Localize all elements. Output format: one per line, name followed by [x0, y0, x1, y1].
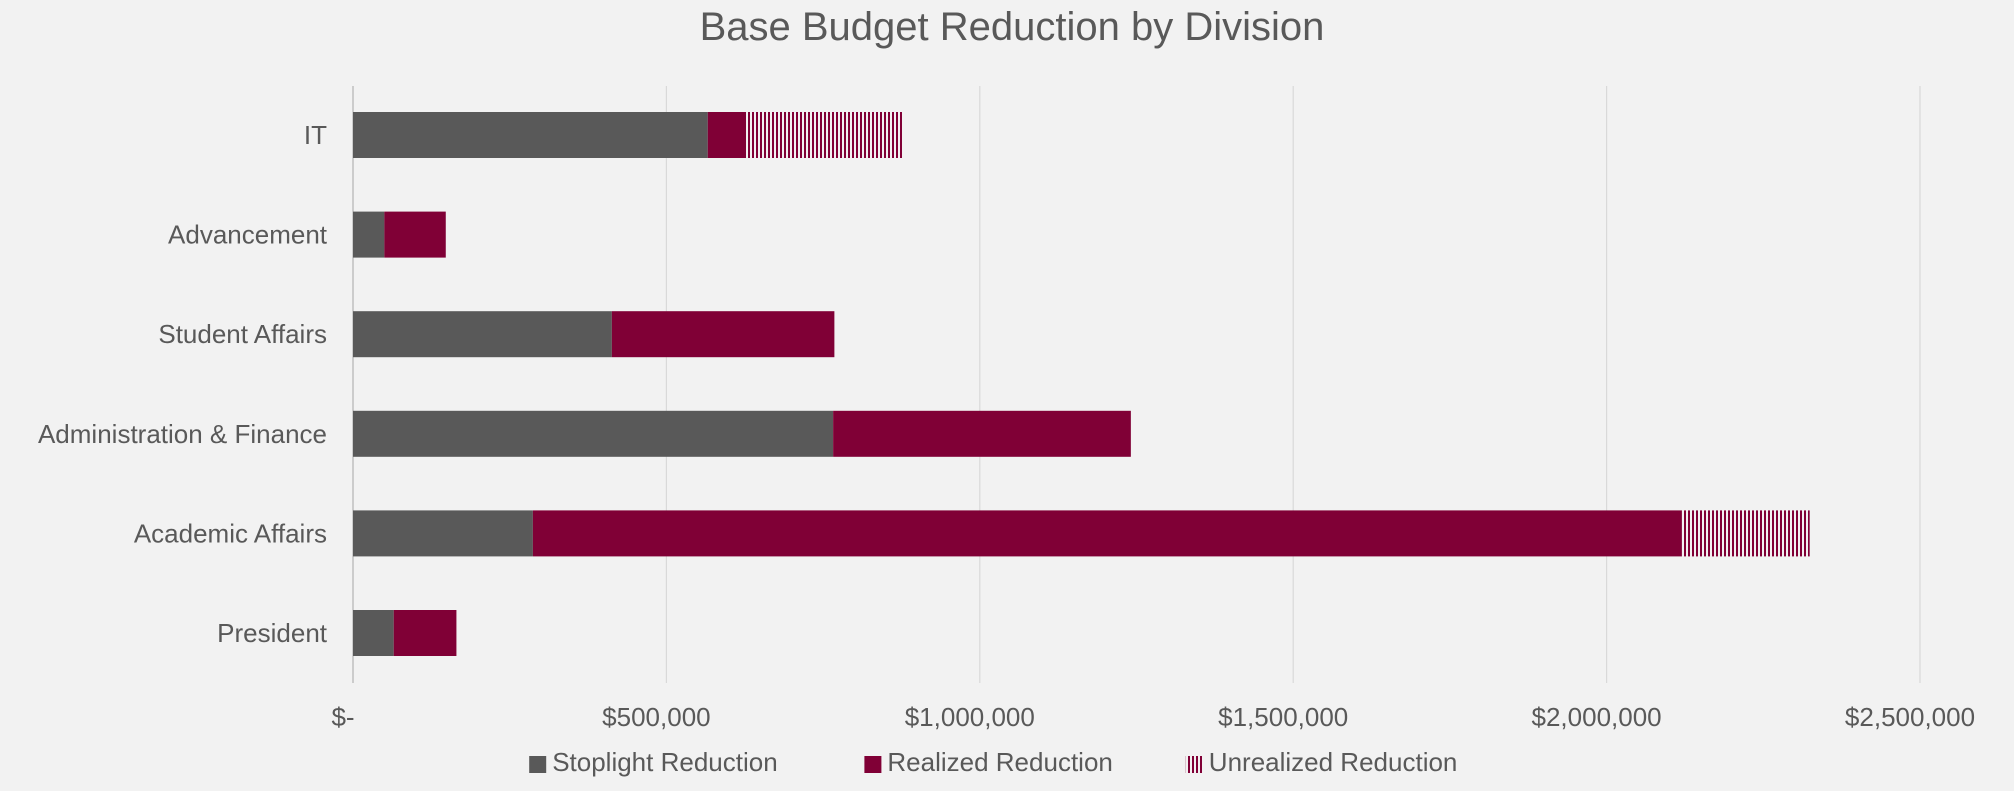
category-label: IT [304, 120, 327, 150]
legend-label: Stoplight Reduction [552, 747, 777, 777]
x-axis-tick-labels: $- $500,000 $1,000,000 $1,500,000 $2,000,000… [331, 702, 1975, 732]
x-tick-label: $1,000,000 [905, 702, 1035, 732]
category-label: Advancement [168, 220, 328, 250]
x-tick-label: $2,500,000 [1845, 702, 1975, 732]
legend-label: Realized Reduction [887, 747, 1112, 777]
bar-realized-reduction-student-affairs [611, 311, 835, 358]
category-labels: IT Advancement Student Affairs Administrati… [38, 120, 328, 648]
category-label: President [217, 618, 328, 648]
gridlines [352, 86, 1921, 683]
bar-stoplight-reduction-student-affairs [353, 311, 612, 358]
x-tick-label: $1,500,000 [1218, 702, 1348, 732]
bar-stoplight-reduction-advancement [353, 211, 385, 258]
bar-realized-reduction-advancement [384, 211, 446, 258]
bar-realized-reduction-it [707, 112, 747, 158]
legend-swatch [1185, 756, 1203, 773]
category-label: Academic Affairs [134, 518, 327, 548]
bar-stoplight-reduction-president [353, 610, 394, 656]
x-tick-label: $2,000,000 [1532, 702, 1662, 732]
bar-stoplight-reduction-administration-finance [353, 410, 834, 457]
category-label: Administration & Finance [38, 419, 327, 449]
bar-unrealized-reduction-academic-affairs [1681, 510, 1810, 557]
legend-swatch [864, 756, 882, 773]
bar-realized-reduction-academic-affairs [532, 510, 1682, 557]
chart-title: Base Budget Reduction by Division [700, 5, 1325, 49]
legend: Stoplight Reduction Realized Reduction Unr… [529, 747, 1457, 777]
bars [353, 112, 1810, 656]
bar-unrealized-reduction-it [746, 112, 903, 158]
x-tick-label: $500,000 [602, 702, 710, 732]
bar-realized-reduction-president [393, 610, 457, 656]
bar-realized-reduction-administration-finance [833, 410, 1131, 457]
legend-label: Unrealized Reduction [1209, 747, 1458, 777]
legend-swatch [529, 756, 547, 773]
category-label: Student Affairs [158, 319, 327, 349]
bar-stoplight-reduction-it [353, 112, 708, 158]
x-tick-label: $- [331, 702, 354, 732]
bar-stoplight-reduction-academic-affairs [353, 510, 533, 557]
